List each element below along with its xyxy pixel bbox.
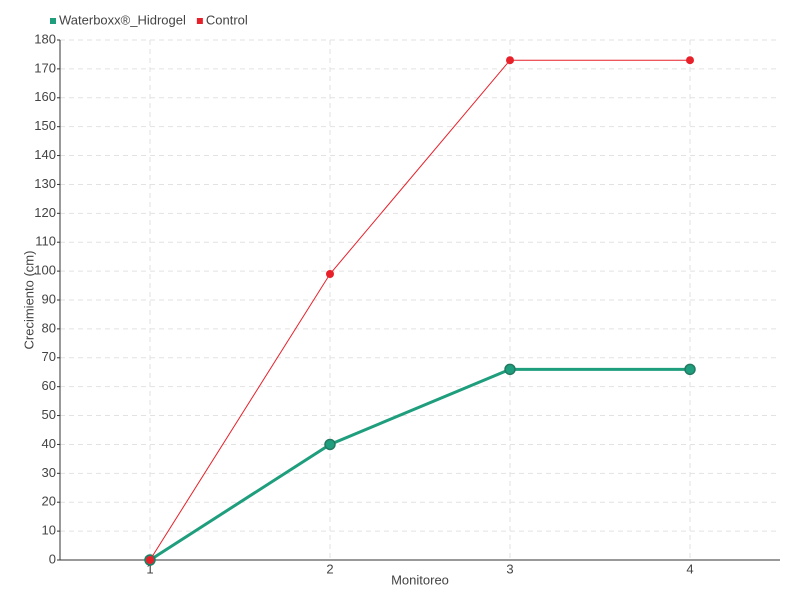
y-tick-label: 60 <box>42 378 56 393</box>
y-tick-label: 180 <box>34 31 56 46</box>
legend-label: Waterboxx®_Hidrogel <box>59 12 186 27</box>
y-tick-label: 140 <box>34 147 56 162</box>
y-tick-label: 20 <box>42 494 56 509</box>
y-tick-label: 120 <box>34 205 56 220</box>
y-tick-label: 10 <box>42 523 56 538</box>
x-tick-label: 2 <box>326 561 333 576</box>
y-tick-label: 90 <box>42 291 56 306</box>
x-tick-label: 3 <box>506 561 513 576</box>
y-tick-label: 0 <box>49 551 56 566</box>
x-tick-label: 1 <box>146 561 153 576</box>
legend-swatch <box>196 18 203 24</box>
y-tick-label: 110 <box>35 234 56 249</box>
y-tick-label: 130 <box>34 176 56 191</box>
y-tick-label: 160 <box>34 89 56 104</box>
y-tick-label: 40 <box>42 436 56 451</box>
series-line <box>149 59 690 561</box>
data-point <box>684 363 696 376</box>
legend-label: Control <box>206 12 248 27</box>
data-point <box>324 438 336 451</box>
data-point <box>146 556 154 564</box>
x-tick-label: 4 <box>686 561 693 576</box>
data-point <box>326 270 334 278</box>
data-point <box>504 363 516 376</box>
y-tick-label: 30 <box>42 465 56 480</box>
y-tick-label: 50 <box>42 407 56 422</box>
data-point <box>506 56 514 65</box>
y-tick-label: 70 <box>42 349 56 364</box>
y-tick-label: 80 <box>42 320 56 335</box>
y-axis-label: Crecimiento (cm) <box>21 251 36 350</box>
y-tick-label: 170 <box>34 60 56 75</box>
series-line <box>149 367 690 562</box>
legend-swatch <box>50 18 56 24</box>
data-point <box>686 56 694 65</box>
y-tick-label: 100 <box>34 263 56 278</box>
x-axis-label: Monitoreo <box>391 572 449 587</box>
y-tick-label: 150 <box>34 118 56 133</box>
